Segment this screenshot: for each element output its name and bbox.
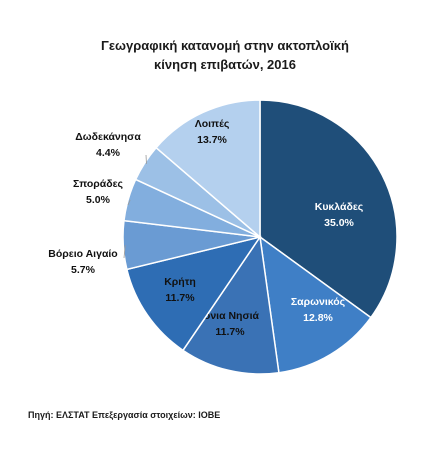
value-label: 5.0% — [86, 194, 111, 206]
slice-label: Ιόνια Νησιά — [201, 310, 260, 322]
chart-title: Γεωγραφική κατανομή στην ακτοπλοϊκή κίνη… — [101, 38, 349, 72]
leader-line — [123, 245, 126, 259]
slice-label: Σποράδες — [73, 178, 124, 190]
pie-slice — [125, 235, 262, 352]
value-label: 12.8% — [303, 312, 333, 324]
value-label: 4.4% — [96, 147, 121, 159]
slice-label: Κρήτη — [164, 276, 196, 288]
pie-slice — [259, 235, 372, 374]
value-label: 13.7% — [197, 134, 227, 146]
slice-label: Σαρωνικός — [291, 296, 346, 308]
pie-slice — [155, 99, 261, 239]
slice-label: Λοιπές — [195, 118, 230, 130]
leader-line — [127, 199, 131, 206]
slice-label: Βόρειο Αιγαίο — [48, 248, 117, 260]
pie-slice — [259, 99, 398, 319]
slice-label: Δωδεκάνησα — [75, 131, 141, 143]
pie-slice — [181, 234, 280, 375]
slice-label: Κυκλάδες — [315, 201, 364, 213]
value-label: 5.7% — [71, 264, 96, 276]
value-label: 11.7% — [215, 326, 245, 338]
value-label: 11.7% — [165, 292, 195, 304]
value-label: 35.0% — [324, 217, 354, 229]
source-note: Πηγή: ΕΛΣΤΑΤ Επεξεργασία στοιχείων: ΙΟΒΕ — [28, 410, 221, 420]
